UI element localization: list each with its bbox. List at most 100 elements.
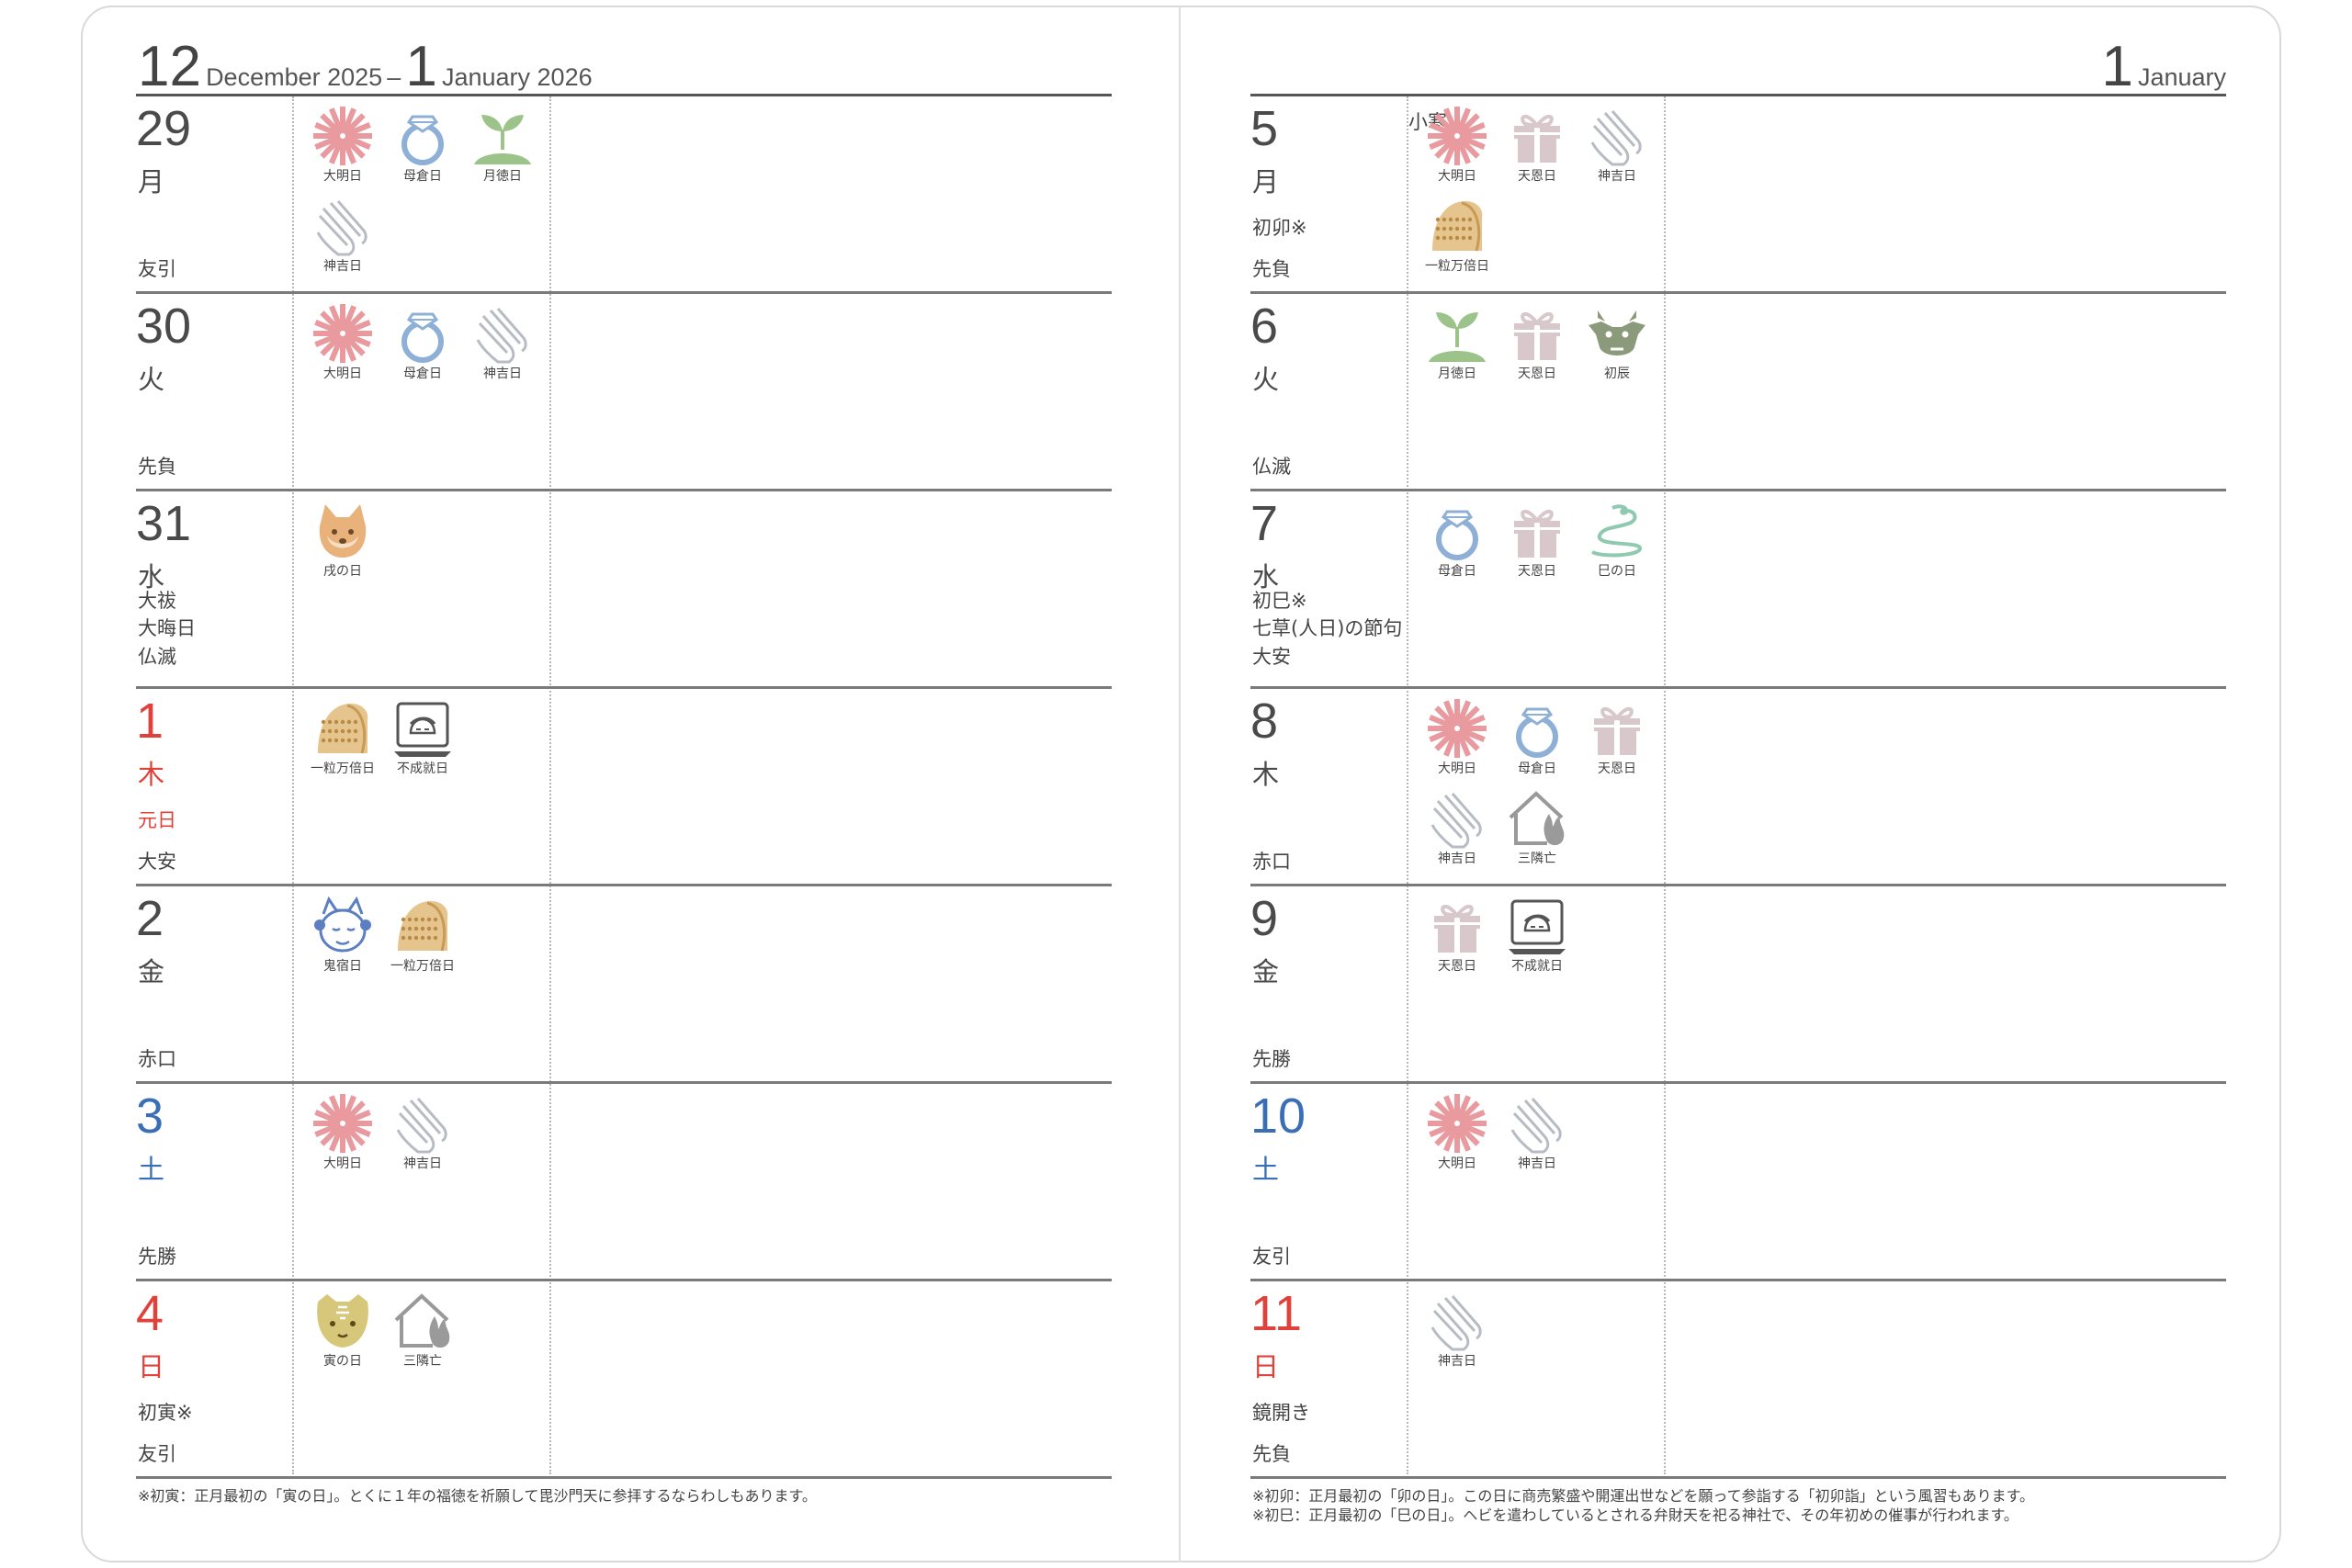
header-label-january: January 2026 <box>441 63 593 91</box>
icon-caption: 天恩日 <box>1598 761 1636 776</box>
icon-caption: 戌の日 <box>323 564 362 579</box>
left-page: 12 December 2025 – 1 January 2026 29 月友引大… <box>136 0 1112 1568</box>
day-row: 31 水大祓 大晦日 仏滅 戌の日 <box>136 491 1112 689</box>
kamiyoshi-fortune-icon: 神吉日 <box>386 1091 459 1176</box>
tenon-fortune-icon: 天恩日 <box>1500 104 1574 188</box>
weekday: 月 <box>1252 166 1280 197</box>
icon-caption: 大明日 <box>323 169 362 184</box>
taimei-fortune-icon: 大明日 <box>306 104 379 188</box>
icon-caption: 不成就日 <box>397 761 448 776</box>
rokuyo-label: 先勝 <box>138 1246 176 1268</box>
event-label: 初巳※ <box>1252 590 1307 612</box>
bosou-fortune-icon: 母倉日 <box>386 301 459 386</box>
footnote: ※初寅：正月最初の「寅の日」。とくに１年の福徳を祈願して毘沙門天に参拝するならわ… <box>138 1487 817 1505</box>
taimei-fortune-icon: 大明日 <box>1420 1091 1494 1176</box>
weekday: 金 <box>138 956 165 987</box>
rokuyo-label: 仏滅 <box>138 646 176 668</box>
weekday: 金 <box>1252 956 1280 987</box>
kamiyoshi-fortune-icon: 神吉日 <box>1420 786 1494 871</box>
taimei-fortune-icon: 大明日 <box>1420 104 1494 188</box>
ichiryu-fortune-icon: 一粒万倍日 <box>306 696 379 781</box>
icon-caption: 母倉日 <box>1438 564 1476 579</box>
rokuyo-label: 大安 <box>1252 646 1291 668</box>
icon-caption: 巳の日 <box>1598 564 1636 579</box>
header-label-january: January <box>2137 63 2226 91</box>
kamiyoshi-fortune-icon: 神吉日 <box>1420 1289 1494 1373</box>
icon-caption: 大明日 <box>1438 1156 1476 1171</box>
taimei-fortune-icon: 大明日 <box>1420 696 1494 781</box>
event-label: 大祓 <box>138 590 176 612</box>
rokuyo-label: 赤口 <box>138 1048 176 1070</box>
day-row: 5 月小寒 初卯※ 先負 大明日 天恩日 神吉日 一粒万倍日 <box>1250 96 2226 294</box>
day-number: 10 <box>1250 1089 1306 1144</box>
right-header: 1 January <box>1250 37 2226 96</box>
rokuyo-label: 仏滅 <box>1252 456 1291 478</box>
event-label: 元日 <box>138 809 176 831</box>
kamiyoshi-fortune-icon: 神吉日 <box>306 194 379 278</box>
day-row: 1 木元日 大安 一粒万倍日 不成就日 <box>136 689 1112 886</box>
tenon-fortune-icon: 天恩日 <box>1420 894 1494 978</box>
bosou-fortune-icon: 母倉日 <box>386 104 459 188</box>
day-number: 1 <box>136 694 164 749</box>
sanrin-fortune-icon: 三隣亡 <box>386 1289 459 1373</box>
fujo-fortune-icon: 不成就日 <box>1500 894 1574 978</box>
icon-caption: 大明日 <box>1438 761 1476 776</box>
footnote: ※初巳：正月最初の「巳の日」。ヘビを遣わしているとされる弁財天を祀る神社で、その… <box>1252 1506 2018 1524</box>
tenon-fortune-icon: 天恩日 <box>1500 499 1574 583</box>
icon-caption: 天恩日 <box>1518 367 1556 381</box>
event-label: 大晦日 <box>138 617 196 639</box>
gettoku-fortune-icon: 月徳日 <box>1420 301 1494 386</box>
weekday: 水 <box>1252 561 1280 592</box>
kishuku-fortune-icon: 鬼宿日 <box>306 894 379 978</box>
right-footnotes: ※初卯：正月最初の「卯の日」。この日に商売繁盛や開運出世などを願って参詣する「初… <box>1252 1486 2034 1525</box>
icon-caption: 神吉日 <box>1438 852 1476 866</box>
day-row: 10 土友引 大明日 神吉日 <box>1250 1084 2226 1281</box>
fujo-fortune-icon: 不成就日 <box>386 696 459 781</box>
weekday: 火 <box>138 364 165 395</box>
header-month-12: 12 <box>138 35 201 98</box>
day-number: 11 <box>1250 1286 1303 1341</box>
icon-caption: 神吉日 <box>483 367 522 381</box>
icon-caption: 母倉日 <box>403 169 442 184</box>
icon-caption: 寅の日 <box>323 1354 362 1369</box>
day-row: 7 水初巳※ 七草(人日)の節句 大安 母倉日 天恩日 巳の日 <box>1250 491 2226 689</box>
spine-divider <box>1179 6 1181 1562</box>
header-dash: – <box>387 63 401 91</box>
rokuyo-label: 友引 <box>138 258 176 280</box>
weekday: 火 <box>1252 364 1280 395</box>
rokuyo-label: 大安 <box>138 851 176 873</box>
tora-fortune-icon: 寅の日 <box>306 1289 379 1373</box>
icon-caption: 月徳日 <box>1438 367 1476 381</box>
icon-caption: 天恩日 <box>1438 959 1476 974</box>
right-header-group: 1 January <box>2101 39 2226 96</box>
rokuyo-label: 先負 <box>1252 258 1291 280</box>
header-month-1: 1 <box>2101 35 2133 98</box>
left-header: 12 December 2025 – 1 January 2026 <box>136 37 1112 96</box>
icon-caption: 一粒万倍日 <box>311 761 375 776</box>
kamiyoshi-fortune-icon: 神吉日 <box>1500 1091 1574 1176</box>
icon-caption: 母倉日 <box>1518 761 1556 776</box>
column-divider <box>1407 96 1408 1474</box>
header-month-1: 1 <box>405 35 437 98</box>
day-number: 2 <box>136 891 164 946</box>
weekday: 土 <box>1252 1154 1280 1185</box>
sanrin-fortune-icon: 三隣亡 <box>1500 786 1574 871</box>
footnote: ※初卯：正月最初の「卯の日」。この日に商売繁盛や開運出世などを願って参詣する「初… <box>1252 1487 2035 1505</box>
event-label: 鏡開き <box>1252 1402 1310 1424</box>
icon-caption: 天恩日 <box>1518 169 1556 184</box>
day-row: 9 金先勝 天恩日 不成就日 <box>1250 886 2226 1084</box>
day-number: 7 <box>1250 496 1279 551</box>
icon-caption: 神吉日 <box>1598 169 1636 184</box>
mi-fortune-icon: 巳の日 <box>1580 499 1654 583</box>
day-number: 6 <box>1250 299 1279 354</box>
day-number: 30 <box>136 299 192 354</box>
rokuyo-label: 赤口 <box>1252 851 1291 873</box>
weekday: 木 <box>1252 759 1280 790</box>
icon-caption: 鬼宿日 <box>323 959 362 974</box>
icon-caption: 大明日 <box>323 1156 362 1171</box>
bosou-fortune-icon: 母倉日 <box>1500 696 1574 781</box>
bosou-fortune-icon: 母倉日 <box>1420 499 1494 583</box>
planner-spread <box>81 6 2281 1562</box>
rokuyo-label: 先勝 <box>1252 1048 1291 1070</box>
icon-caption: 一粒万倍日 <box>390 959 455 974</box>
